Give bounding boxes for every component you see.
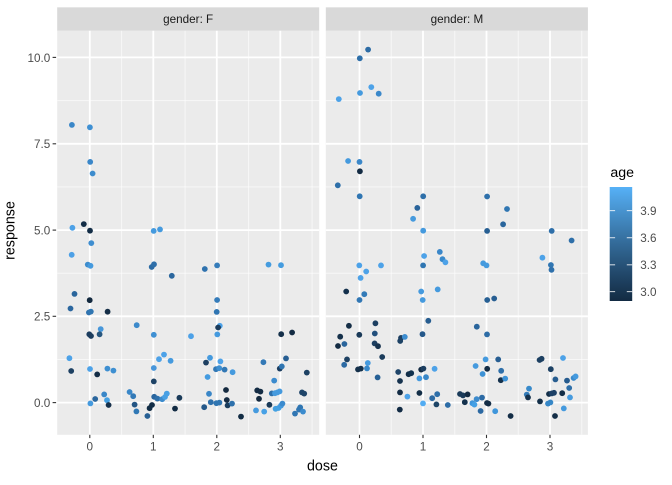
svg-text:5.0: 5.0: [34, 225, 51, 238]
svg-text:3: 3: [277, 441, 284, 454]
svg-text:3.6: 3.6: [640, 232, 656, 245]
svg-text:1: 1: [150, 441, 157, 454]
svg-text:7.5: 7.5: [34, 138, 51, 151]
svg-text:2.5: 2.5: [34, 311, 51, 324]
svg-text:3.9: 3.9: [640, 205, 656, 218]
svg-text:response: response: [3, 201, 19, 260]
svg-text:gender: M: gender: M: [431, 13, 484, 26]
svg-text:2: 2: [214, 441, 221, 454]
svg-text:age: age: [610, 165, 634, 181]
svg-text:3.0: 3.0: [640, 286, 657, 299]
svg-text:0: 0: [356, 441, 363, 454]
svg-text:2: 2: [483, 441, 490, 454]
svg-text:1: 1: [420, 441, 427, 454]
svg-text:0.0: 0.0: [34, 397, 51, 410]
svg-text:0: 0: [87, 441, 94, 454]
svg-text:3: 3: [547, 441, 554, 454]
svg-text:gender: F: gender: F: [163, 13, 213, 26]
svg-text:3.3: 3.3: [640, 259, 656, 272]
svg-text:dose: dose: [307, 458, 338, 474]
svg-text:10.0: 10.0: [28, 52, 51, 65]
